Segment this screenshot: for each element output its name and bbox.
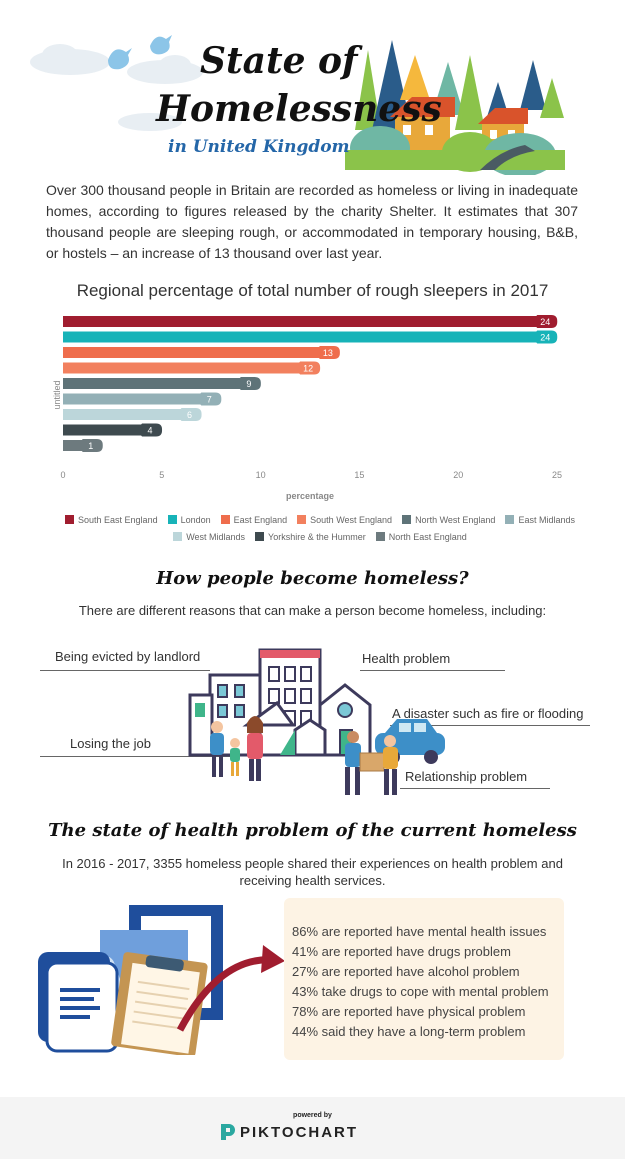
page-title: State of — [200, 40, 358, 82]
bar-3 — [63, 362, 301, 374]
legend-label: East England — [233, 515, 288, 525]
legend-label: South East England — [78, 515, 158, 525]
data-label-tag-5 — [195, 392, 222, 406]
legend-swatch — [402, 515, 412, 524]
reason-relationship: Relationship problem — [405, 769, 528, 784]
city-people-illustration — [188, 648, 445, 795]
reason-disaster: A disaster such as fire or flooding — [392, 706, 584, 721]
section-subtitle-health: In 2016 - 2017, 3355 homeless people sha… — [62, 856, 563, 888]
health-stat: 78% are reported have physical problem — [292, 1004, 526, 1019]
reason-line — [390, 725, 590, 726]
data-label-1: 24 — [540, 333, 550, 343]
data-label-tag-3 — [294, 361, 321, 375]
legend-label: West Midlands — [186, 532, 246, 542]
legend-swatch — [65, 515, 75, 524]
header-illustration — [30, 35, 565, 175]
legend-label: East Midlands — [518, 515, 575, 525]
legend-label: London — [180, 515, 211, 525]
legend-swatch — [375, 532, 385, 541]
section-subtitle-causes: There are different reasons that can mak… — [78, 603, 547, 618]
data-label-tag-0 — [531, 315, 558, 328]
data-label-6: 6 — [187, 410, 192, 420]
health-stat: 41% are reported have drugs problem — [292, 944, 511, 959]
legend-swatch — [255, 532, 265, 541]
intro-paragraph: Over 300 thousand people in Britain are … — [46, 182, 578, 261]
data-label-4: 9 — [246, 379, 251, 389]
legend-item[interactable]: East England — [220, 512, 288, 529]
page-title-line2: Homelessness — [156, 88, 442, 130]
bird-icon — [108, 35, 172, 70]
data-label-0: 24 — [540, 317, 550, 327]
x-tick-label-3: 15 — [354, 470, 364, 480]
reason-line — [400, 788, 550, 789]
bar-0 — [63, 316, 538, 327]
x-axis-label: percentage — [286, 491, 334, 501]
legend-swatch — [167, 515, 177, 524]
health-stats-box: 86% are reported have mental health issu… — [284, 898, 564, 1060]
clipboard-documents-illustration — [38, 905, 285, 1055]
chart-title: Regional percentage of total number of r… — [76, 281, 549, 300]
legend-item[interactable]: North West England — [402, 512, 495, 529]
health-stat: 44% said they have a long-term problem — [292, 1024, 526, 1039]
powered-by-label: powered by — [293, 1112, 332, 1119]
data-label-tag-2 — [313, 346, 340, 359]
data-label-tag-8 — [76, 439, 103, 452]
data-label-5: 7 — [207, 395, 212, 405]
x-tick-label-2: 10 — [256, 470, 266, 480]
data-label-tag-6 — [175, 408, 202, 421]
data-label-7: 4 — [148, 426, 153, 436]
legend-label: Yorkshire & the Hummer — [268, 532, 366, 542]
legend-item[interactable]: East Midlands — [505, 512, 575, 529]
legend-item[interactable]: London — [167, 512, 211, 529]
health-stat: 27% are reported have alcohol problem — [292, 964, 520, 979]
health-stat: 43% take drugs to cope with mental probl… — [292, 984, 549, 999]
footer — [0, 1097, 625, 1159]
legend-item[interactable]: West Midlands — [173, 529, 245, 546]
data-label-3: 12 — [303, 364, 313, 374]
y-axis-label: untitled — [52, 380, 62, 409]
legend-swatch — [297, 515, 307, 524]
reason-evicted: Being evicted by landlord — [55, 649, 201, 664]
health-stat: 86% are reported have mental health issu… — [292, 924, 547, 939]
piktochart-brand[interactable]: PIKTOCHART — [240, 1124, 359, 1141]
legend-swatch — [220, 515, 230, 524]
bar-5 — [63, 393, 202, 405]
legend-item[interactable]: South West England — [297, 512, 392, 529]
data-label-2: 13 — [323, 348, 333, 358]
page-subtitle: in United Kingdom — [168, 137, 350, 157]
reason-job: Losing the job — [70, 736, 151, 751]
data-label-tag-1 — [531, 330, 558, 344]
bar-8 — [63, 440, 83, 451]
data-label-tag-4 — [234, 377, 261, 390]
x-tick-label-1: 5 — [159, 470, 164, 480]
data-label-8: 1 — [88, 441, 93, 451]
reason-health: Health problem — [362, 651, 451, 666]
bar-4 — [63, 378, 241, 389]
x-tick-label-0: 0 — [60, 470, 65, 480]
section-title-causes: How people become homeless? — [156, 568, 469, 589]
bar-6 — [63, 409, 182, 420]
legend-label: South West England — [310, 515, 393, 525]
section-title-health: The state of health problem of the curre… — [48, 820, 577, 841]
reason-line — [360, 670, 505, 671]
legend-swatch — [173, 532, 183, 541]
reason-line — [40, 670, 210, 671]
legend-label: North West England — [415, 515, 496, 525]
legend-item[interactable]: South East England — [65, 512, 158, 529]
bar-1 — [63, 331, 538, 343]
x-tick-label-5: 25 — [552, 470, 562, 480]
chart-legend: South East England London East England Sout… — [60, 512, 580, 546]
legend-swatch — [505, 515, 515, 524]
legend-item[interactable]: North East England — [375, 529, 467, 546]
bar-7 — [63, 424, 143, 436]
legend-item[interactable]: Yorkshire & the Hummer — [255, 529, 366, 546]
x-tick-label-4: 20 — [453, 470, 463, 480]
reason-line — [40, 756, 230, 757]
legend-label: North East England — [388, 532, 467, 542]
bar-2 — [63, 347, 320, 358]
data-label-tag-7 — [136, 423, 163, 437]
piktochart-logo-icon — [221, 1124, 235, 1140]
